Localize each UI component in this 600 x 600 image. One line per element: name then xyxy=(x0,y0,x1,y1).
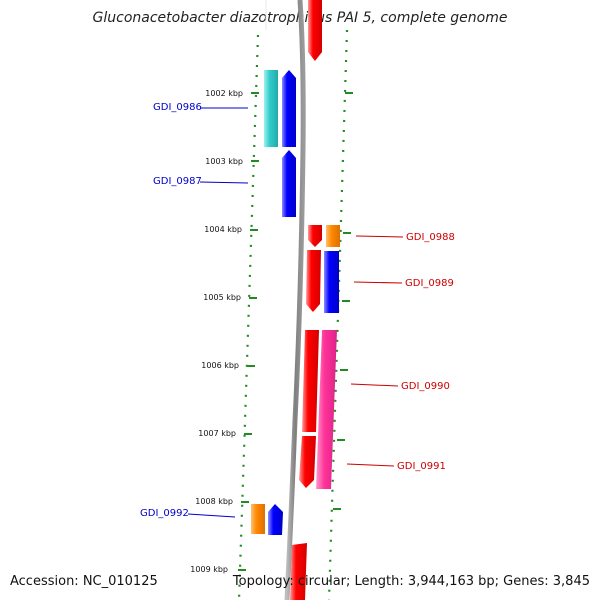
gene-label-gdi-0986[interactable]: GDI_0986 xyxy=(153,102,202,113)
gene-feature-blue xyxy=(324,251,339,313)
ruler-label: 1006 kbp xyxy=(201,361,239,370)
gene-label-gdi-0990[interactable]: GDI_0990 xyxy=(401,381,450,392)
gene-feature-orange xyxy=(326,225,340,247)
leader-line xyxy=(355,235,404,238)
accession-text: Accession: NC_010125 xyxy=(10,574,158,589)
gene-label-gdi-0988[interactable]: GDI_0988 xyxy=(406,232,455,243)
gene-arrow-forward xyxy=(302,330,319,432)
gene-feature-pink xyxy=(316,330,337,489)
gene-arrow-forward xyxy=(299,436,316,488)
gene-label-gdi-0989[interactable]: GDI_0989 xyxy=(405,278,454,289)
ruler-labels: 1002 kbp 1003 kbp 1004 kbp 1005 kbp 1006… xyxy=(190,89,243,574)
ruler-ticks-left xyxy=(238,92,259,571)
leader-line xyxy=(199,181,249,184)
gene-arrow-reverse xyxy=(282,70,296,147)
ruler-dotted-track-right xyxy=(327,29,349,600)
ruler-ticks-right xyxy=(333,92,353,510)
gene-leader-lines xyxy=(187,107,404,518)
leader-line xyxy=(350,383,399,387)
ruler-label: 1004 kbp xyxy=(204,225,242,234)
ruler-label: 1009 kbp xyxy=(190,565,228,574)
leader-line xyxy=(346,463,395,467)
gene-arrow-forward xyxy=(306,250,321,312)
gene-labels: GDI_0986 GDI_0987 GDI_0988 GDI_0989 GDI_… xyxy=(140,102,455,519)
gene-arrow-forward xyxy=(290,543,307,600)
gene-feature-cyan xyxy=(264,70,278,147)
ruler-label: 1007 kbp xyxy=(198,429,236,438)
gene-label-gdi-0987[interactable]: GDI_0987 xyxy=(153,176,202,187)
ruler-label: 1005 kbp xyxy=(203,293,241,302)
leader-line xyxy=(353,281,403,284)
ruler-label: 1003 kbp xyxy=(205,157,243,166)
gene-arrow-forward xyxy=(308,225,322,247)
leader-line xyxy=(187,513,236,518)
gene-label-gdi-0992[interactable]: GDI_0992 xyxy=(140,508,189,519)
gene-feature-orange xyxy=(251,504,265,534)
gene-arrow-reverse xyxy=(282,150,296,217)
gene-label-gdi-0991[interactable]: GDI_0991 xyxy=(397,461,446,472)
gene-arrow-forward xyxy=(308,0,322,61)
genome-summary-text: Topology: circular; Length: 3,944,163 bp… xyxy=(232,574,590,589)
ruler-label: 1002 kbp xyxy=(205,89,243,98)
ruler-label: 1008 kbp xyxy=(195,497,233,506)
genome-backbone xyxy=(284,0,306,600)
ruler-dotted-track-left xyxy=(237,34,260,600)
gene-arrow-reverse xyxy=(268,504,283,535)
